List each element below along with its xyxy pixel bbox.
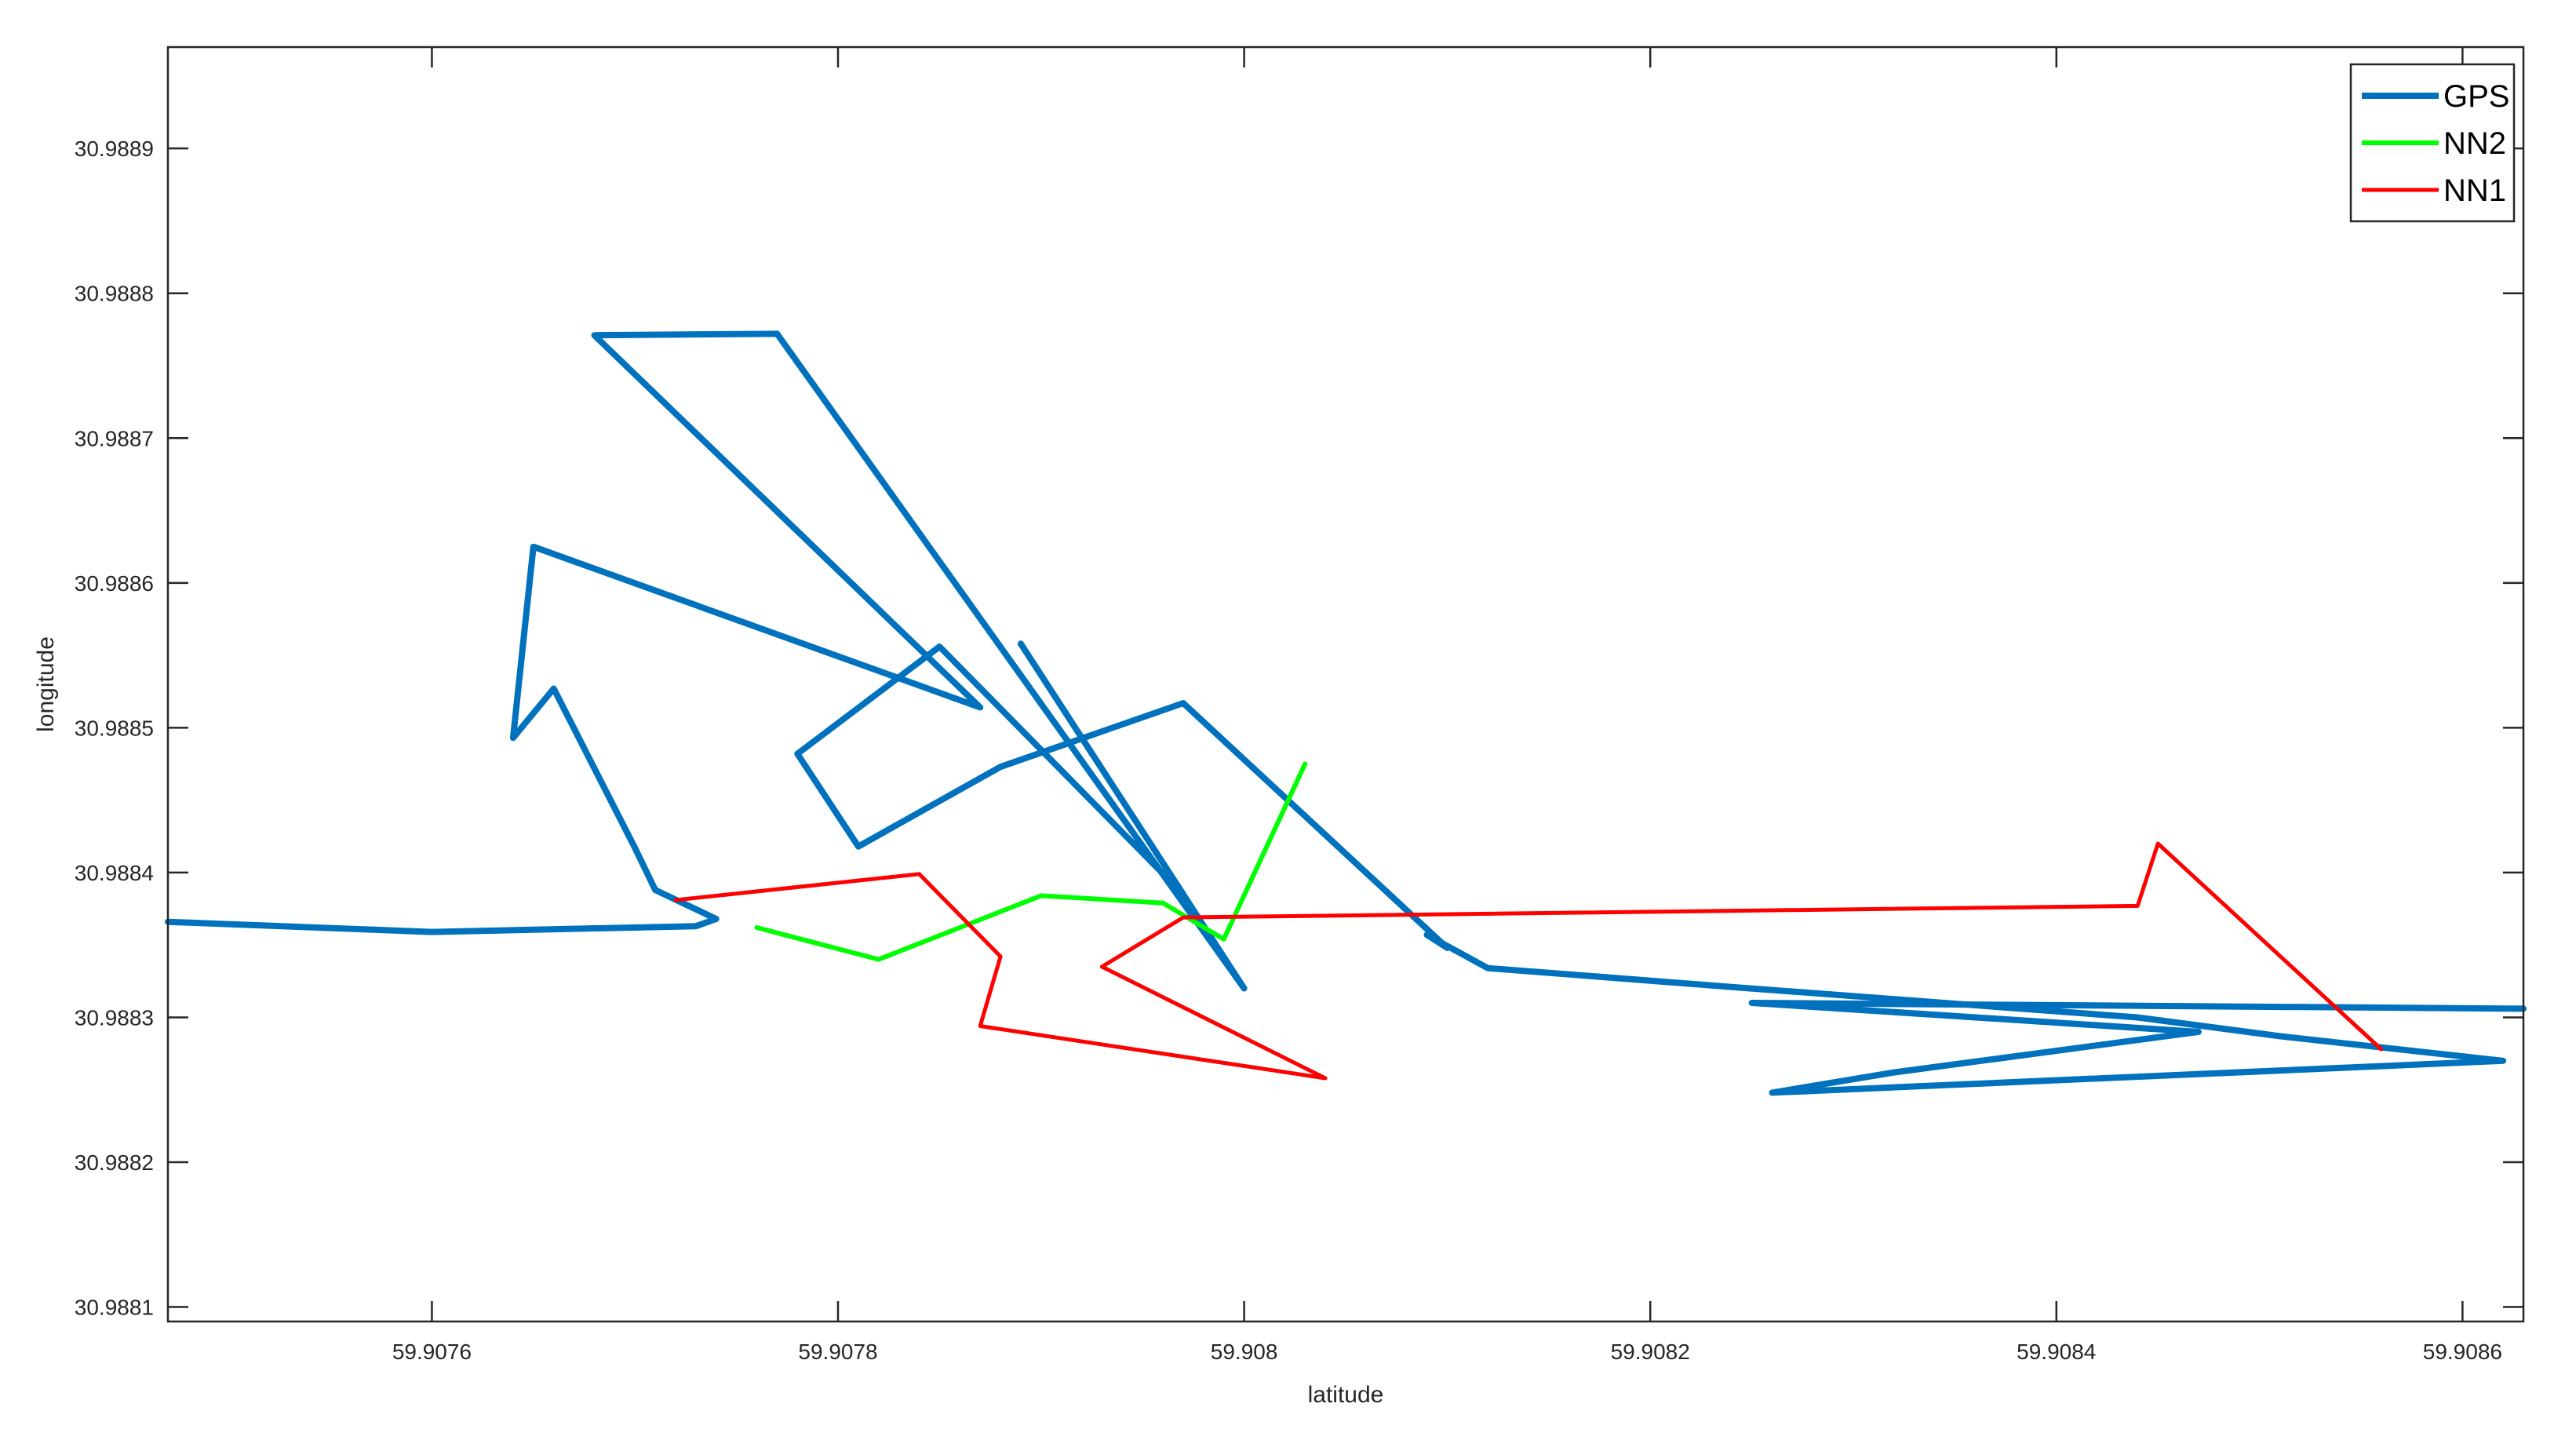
y-tick-label: 30.9887 xyxy=(75,426,154,450)
legend-label-gps: GPS xyxy=(2443,79,2509,114)
plot-frame xyxy=(166,46,2525,1323)
y-axis: 30.9881 30.9882 30.9883 30.9884 30.9885 30.98… xyxy=(75,137,2523,1320)
y-tick-label: 30.9889 xyxy=(75,137,154,161)
x-tick-label: 59.9078 xyxy=(798,1340,877,1364)
legend-label-nn1: NN1 xyxy=(2443,173,2506,208)
x-tick-label: 59.9084 xyxy=(2017,1340,2096,1364)
legend-label-nn2: NN2 xyxy=(2443,126,2506,161)
legend: GPS NN2 NN1 xyxy=(2349,63,2516,223)
series-layer xyxy=(165,330,2527,1096)
y-tick-label: 30.9883 xyxy=(75,1005,154,1030)
y-tick-label: 30.9881 xyxy=(75,1296,154,1320)
series-line-nn2 xyxy=(754,761,1308,962)
series-line-gps xyxy=(165,330,2527,1096)
x-tick-label: 59.908 xyxy=(1211,1340,1278,1364)
plot-background xyxy=(168,47,2523,1321)
y-axis-label: longitude xyxy=(33,636,59,732)
x-tick-label: 59.9076 xyxy=(392,1340,472,1364)
series-line-nn1 xyxy=(673,841,2384,1081)
y-tick-label: 30.9884 xyxy=(75,861,154,885)
x-tick-label: 59.9086 xyxy=(2423,1340,2502,1364)
y-tick-label: 30.9888 xyxy=(75,282,154,306)
x-axis: 59.9076 59.9078 59.908 59.9082 59.9084 59.908… xyxy=(392,47,2502,1364)
x-tick-label: 59.9082 xyxy=(1611,1340,1690,1364)
x-axis-label: latitude xyxy=(1308,1382,1384,1408)
y-tick-label: 30.9886 xyxy=(75,571,154,596)
y-tick-label: 30.9882 xyxy=(75,1150,154,1175)
y-tick-label: 30.9885 xyxy=(75,716,154,740)
